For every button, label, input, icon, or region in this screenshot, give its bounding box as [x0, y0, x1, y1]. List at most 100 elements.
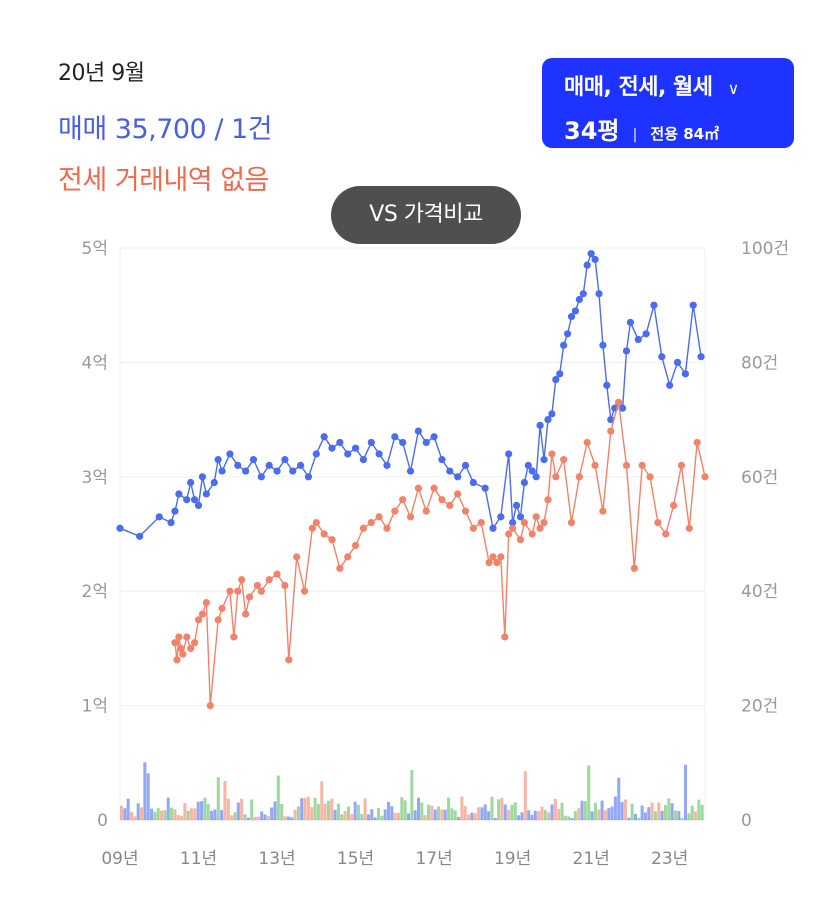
- jeonse-point: [293, 553, 301, 561]
- volume-bar: [253, 816, 257, 820]
- jeonse-point: [281, 581, 289, 590]
- volume-bar: [417, 797, 421, 820]
- volume-bar: [550, 804, 554, 820]
- jeonse-point: [520, 518, 528, 527]
- volume-bar: [567, 816, 571, 820]
- volume-bar: [517, 815, 521, 820]
- sale-point: [265, 461, 273, 469]
- jeonse-point: [430, 484, 438, 492]
- jeonse-point: [685, 524, 693, 532]
- volume-bar: [183, 803, 187, 820]
- sale-point: [556, 370, 564, 378]
- sale-point: [552, 375, 560, 384]
- volume-bar: [413, 810, 417, 820]
- jeonse-point: [446, 501, 454, 509]
- volume-bar: [323, 803, 327, 820]
- vs-compare-button[interactable]: VS 가격비교: [331, 186, 521, 244]
- volume-bar: [597, 809, 601, 820]
- y-left-tick: 2억: [82, 582, 108, 602]
- volume-bar: [276, 775, 280, 820]
- y-right-tick: 0: [741, 811, 752, 831]
- volume-bar: [510, 804, 514, 820]
- volume-bar: [370, 809, 374, 820]
- jeonse-point: [536, 524, 544, 532]
- volume-bar: [263, 814, 267, 820]
- y-right-tick: 20건: [741, 697, 778, 717]
- volume-bar: [610, 806, 614, 820]
- jeonse-point: [485, 559, 493, 567]
- jeonse-point: [406, 513, 415, 521]
- x-tick: 23년: [651, 849, 688, 869]
- volume-bar: [513, 802, 517, 820]
- sale-point: [202, 490, 210, 498]
- sale-point: [567, 313, 576, 321]
- volume-bar: [560, 802, 564, 820]
- sale-point: [650, 301, 658, 309]
- chevron-down-icon: ∨: [727, 79, 740, 98]
- volume-bar: [613, 796, 617, 820]
- sale-point: [583, 261, 591, 269]
- deal-type-filter-button[interactable]: 매매, 전세, 월세 ∨ 34평 | 전용 84㎡: [542, 58, 794, 148]
- volume-bar: [420, 802, 424, 820]
- volume-bar: [680, 817, 684, 820]
- sale-point: [528, 467, 536, 475]
- sale-point: [155, 513, 163, 521]
- sale-point: [571, 307, 580, 315]
- volume-bar: [440, 809, 444, 820]
- jeonse-point: [575, 473, 583, 481]
- jeonse-point: [567, 518, 576, 527]
- jeonse-point: [359, 524, 368, 532]
- trade-summary: 매매 35,700 / 1건: [58, 114, 273, 145]
- volume-bar: [280, 803, 284, 820]
- volume-bar: [206, 803, 210, 820]
- jeonse-point: [591, 461, 599, 469]
- volume-bar: [270, 807, 274, 820]
- volume-bar: [160, 810, 164, 820]
- volume-bar: [130, 811, 134, 820]
- volume-bar: [256, 816, 260, 820]
- volume-bar: [663, 805, 667, 820]
- volume-bar: [303, 798, 307, 820]
- volume-bar: [433, 809, 437, 820]
- volume-bar: [283, 816, 287, 820]
- volume-bar: [590, 811, 594, 820]
- jeonse-point: [528, 530, 536, 538]
- jeonse-point: [654, 518, 662, 527]
- volume-bar: [520, 812, 524, 820]
- sale-point: [520, 478, 528, 487]
- volume-bar: [697, 799, 701, 820]
- volume-bar: [306, 796, 310, 820]
- volume-bar: [340, 814, 344, 820]
- volume-bar: [657, 802, 661, 820]
- volume-bar: [273, 801, 277, 820]
- y-right-tick: 40건: [741, 582, 778, 602]
- volume-bar: [243, 814, 247, 820]
- jeonse-summary: 전세 거래내역 없음: [58, 165, 269, 196]
- volume-bar: [457, 816, 461, 820]
- volume-bar: [196, 801, 200, 820]
- sale-point: [544, 416, 552, 424]
- sale-point: [289, 467, 297, 475]
- jeonse-point: [477, 518, 485, 527]
- sale-point: [575, 295, 583, 304]
- sale-point: [681, 370, 689, 378]
- trade-info-panel: 20년 9월 매매 35,700 / 1건 전세 거래내역 없음: [58, 55, 273, 197]
- sale-point: [187, 478, 195, 487]
- sale-point: [689, 301, 697, 309]
- volume-bar: [356, 804, 360, 820]
- jeonse-point: [677, 461, 686, 469]
- sale-point: [116, 524, 124, 532]
- volume-bar: [647, 807, 651, 820]
- sale-point: [454, 473, 462, 481]
- sale-point: [214, 456, 222, 464]
- volume-bar: [143, 762, 147, 820]
- jeonse-point: [214, 616, 222, 624]
- volume-bar: [480, 807, 484, 820]
- volume-bar: [193, 808, 197, 820]
- jeonse-point: [308, 524, 316, 532]
- jeonse-point: [461, 507, 470, 515]
- sale-point: [587, 250, 595, 258]
- jeonse-point: [399, 496, 407, 504]
- volume-bar: [396, 812, 400, 820]
- volume-bar: [500, 797, 504, 820]
